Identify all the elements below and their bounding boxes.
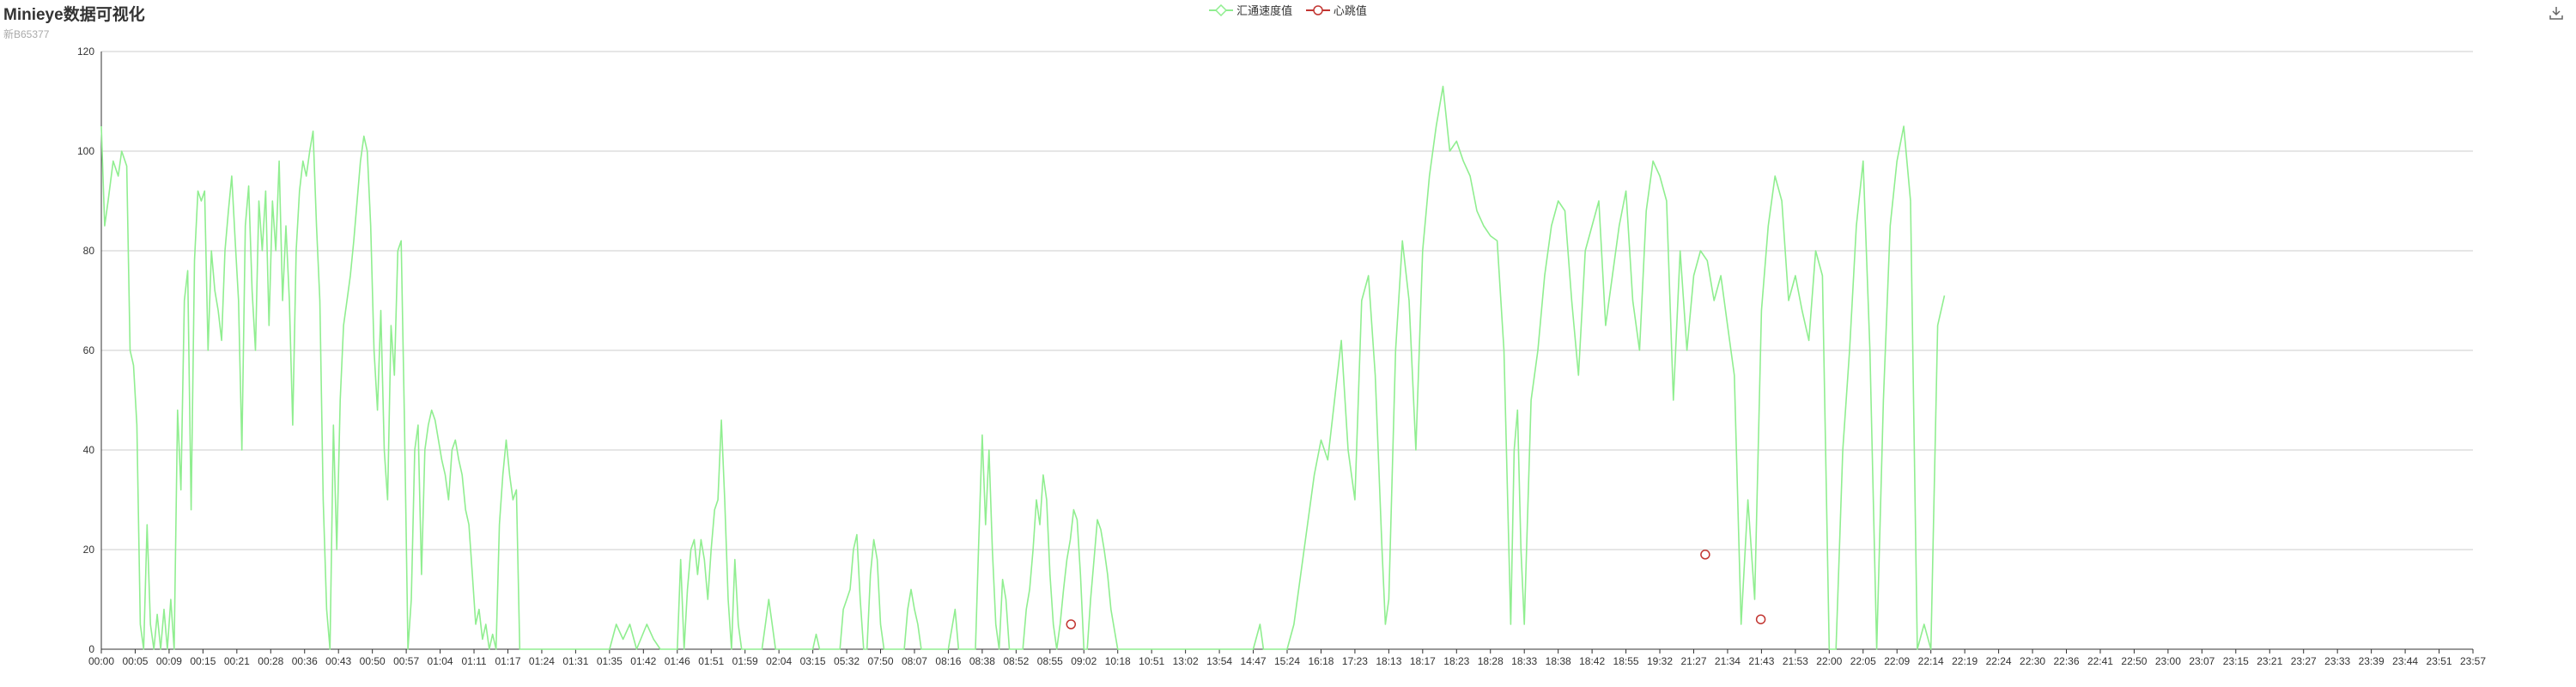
series-line-1 [100, 85, 1946, 650]
legend-label-series-1: 汇通速度值 [1236, 4, 1293, 17]
x-tick-label: 23:21 [2257, 655, 2282, 667]
x-tick-label: 18:55 [1613, 655, 1639, 667]
x-tick-label: 18:17 [1410, 655, 1436, 667]
x-tick-label: 23:00 [2155, 655, 2181, 667]
x-tick-label: 08:38 [969, 655, 995, 667]
x-tick-label: 16:18 [1308, 655, 1334, 667]
x-tick-label: 03:15 [800, 655, 826, 667]
x-tick-label: 23:57 [2460, 655, 2486, 667]
x-tick-label: 00:15 [190, 655, 216, 667]
x-tick-label: 01:42 [630, 655, 656, 667]
x-tick-label: 00:28 [258, 655, 283, 667]
y-tick-label: 40 [83, 444, 95, 456]
x-tick-label: 01:11 [461, 655, 486, 667]
x-tick-label: 01:24 [529, 655, 555, 667]
x-tick-label: 00:21 [224, 655, 250, 667]
x-tick-label: 17:23 [1342, 655, 1368, 667]
x-tick-label: 08:16 [935, 655, 961, 667]
x-tick-label: 00:09 [156, 655, 182, 667]
x-tick-label: 13:02 [1173, 655, 1199, 667]
x-tick-label: 01:46 [665, 655, 690, 667]
x-tick-label: 22:05 [1850, 655, 1876, 667]
chart-subtitle: 新B65377 [3, 28, 50, 40]
x-tick-label: 01:59 [732, 655, 758, 667]
x-tick-label: 08:52 [1003, 655, 1029, 667]
x-tick-label: 14:47 [1241, 655, 1267, 667]
x-tick-label: 01:31 [562, 655, 588, 667]
series-2-point [1066, 619, 1077, 629]
x-tick-label: 23:39 [2359, 655, 2385, 667]
x-tick-label: 23:27 [2291, 655, 2317, 667]
y-tick-label: 120 [77, 46, 94, 58]
x-tick-label: 23:07 [2189, 655, 2215, 667]
x-tick-label: 22:24 [1986, 655, 2012, 667]
chart-legend: 汇通速度值 心跳值 [0, 2, 2576, 19]
x-tick-label: 00:36 [292, 655, 318, 667]
x-tick-label: 18:28 [1478, 655, 1504, 667]
x-tick-label: 21:27 [1680, 655, 1706, 667]
download-icon [2549, 7, 2563, 20]
x-tick-label: 10:51 [1139, 655, 1164, 667]
x-tick-label: 23:44 [2392, 655, 2418, 667]
x-tick-label: 18:42 [1579, 655, 1605, 667]
legend-swatch-series-2 [1305, 4, 1330, 15]
x-tick-label: 18:13 [1376, 655, 1401, 667]
x-tick-label: 00:57 [393, 655, 419, 667]
y-tick-label: 0 [88, 643, 94, 655]
x-tick-label: 00:00 [88, 655, 114, 667]
x-tick-label: 22:19 [1952, 655, 1978, 667]
x-tick-label: 23:33 [2324, 655, 2350, 667]
x-tick-label: 23:51 [2427, 655, 2452, 667]
legend-item-series-2[interactable]: 心跳值 [1305, 2, 1367, 18]
x-tick-label: 07:50 [867, 655, 893, 667]
x-tick-label: 19:32 [1647, 655, 1673, 667]
x-tick-label: 22:36 [2053, 655, 2079, 667]
series-2-point [1700, 550, 1710, 560]
y-tick-label: 60 [83, 344, 95, 356]
axis-layer: 0 20 40 60 80 100 120 00:00 00:05 00:09 00:15 00:21… [77, 46, 2486, 667]
x-tick-label: 05:32 [834, 655, 860, 667]
x-tick-label: 23:15 [2223, 655, 2249, 667]
x-tick-label: 21:43 [1748, 655, 1774, 667]
x-tick-label: 22:50 [2121, 655, 2147, 667]
x-tick-label: 00:50 [360, 655, 386, 667]
x-tick-label: 15:24 [1274, 655, 1300, 667]
x-tick-label: 00:05 [122, 655, 148, 667]
x-tick-label: 22:30 [2020, 655, 2045, 667]
x-tick-label: 22:41 [2087, 655, 2113, 667]
x-tick-label: 22:00 [1816, 655, 1842, 667]
x-tick-label: 10:18 [1105, 655, 1131, 667]
legend-label-series-2: 心跳值 [1333, 4, 1367, 17]
grid-layer [101, 51, 2473, 650]
y-tick-label: 20 [83, 544, 95, 556]
legend-swatch-series-1 [1209, 3, 1234, 16]
x-tick-label: 02:04 [766, 655, 792, 667]
x-tick-label: 13:54 [1206, 655, 1232, 667]
series-2-point [1755, 614, 1766, 624]
x-tick-label: 08:55 [1037, 655, 1063, 667]
x-tick-label: 01:17 [495, 655, 520, 667]
x-tick-label: 18:33 [1511, 655, 1537, 667]
x-tick-label: 18:23 [1443, 655, 1469, 667]
series-layer [100, 85, 1946, 650]
x-tick-label: 01:35 [597, 655, 623, 667]
y-tick-label: 100 [77, 145, 94, 157]
chart-title: Minieye数据可视化 [3, 6, 145, 24]
y-tick-label: 80 [83, 245, 95, 257]
x-tick-label: 21:34 [1715, 655, 1741, 667]
x-tick-label: 22:09 [1884, 655, 1910, 667]
x-tick-label: 22:14 [1918, 655, 1944, 667]
x-tick-label: 01:04 [428, 655, 453, 667]
x-tick-label: 01:51 [698, 655, 724, 667]
x-tick-label: 18:38 [1546, 655, 1571, 667]
legend-item-series-1[interactable]: 汇通速度值 [1209, 2, 1292, 18]
x-tick-label: 00:43 [325, 655, 351, 667]
save-as-image-button[interactable] [2549, 5, 2564, 25]
x-tick-label: 21:53 [1783, 655, 1808, 667]
x-tick-label: 08:07 [902, 655, 927, 667]
x-tick-label: 09:02 [1071, 655, 1097, 667]
